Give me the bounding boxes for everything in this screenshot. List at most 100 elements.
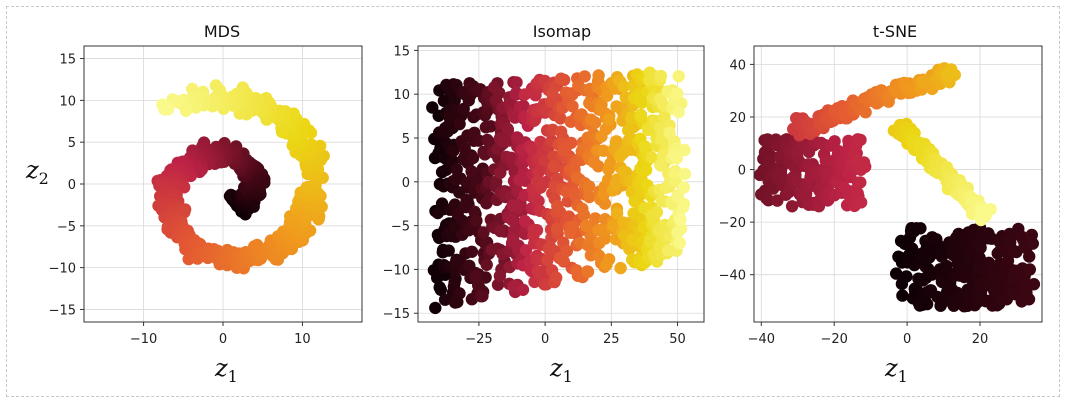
tsne-point	[1022, 250, 1036, 263]
isomap-point	[453, 117, 466, 131]
isomap-point	[550, 271, 563, 284]
isomap-point	[526, 143, 539, 156]
tsne-point	[1023, 263, 1036, 276]
mds-points	[151, 79, 330, 275]
isomap-point	[527, 229, 540, 242]
tsne-point	[1005, 231, 1018, 244]
tsne-point	[896, 289, 909, 302]
tsne-point	[812, 200, 826, 213]
isomap-point	[426, 101, 439, 114]
y-tick-label: −15	[49, 303, 76, 318]
tsne-x-ticks: −40 −20 0 20	[748, 322, 988, 347]
isomap-point	[506, 199, 519, 212]
isomap-point	[589, 212, 602, 225]
isomap-point	[583, 97, 596, 110]
y-tick-label: 10	[393, 88, 410, 103]
tsne-title: t-SNE	[873, 22, 917, 41]
isomap-point	[677, 181, 690, 194]
isomap-point	[550, 222, 564, 235]
mds-panel: MDS −10 0 10 −15 −10 −5 0 5 10 15 z1 z2	[25, 22, 363, 386]
y-tick-label: 40	[729, 58, 746, 73]
tsne-point	[916, 250, 929, 264]
isomap-point	[604, 157, 617, 170]
isomap-point	[434, 283, 447, 296]
isomap-point	[650, 206, 664, 219]
tsne-point	[974, 213, 988, 227]
isomap-point	[609, 177, 623, 191]
y-tick-label: 10	[59, 94, 76, 109]
tsne-point	[785, 200, 799, 213]
isomap-point	[546, 87, 559, 100]
isomap-point	[602, 113, 616, 126]
tsne-point	[974, 241, 987, 254]
tsne-point	[854, 176, 867, 189]
isomap-point	[579, 219, 593, 232]
x-tick-label: 0	[219, 332, 227, 347]
tsne-point	[1001, 254, 1015, 267]
tsne-point	[945, 63, 958, 76]
tsne-point	[926, 231, 939, 244]
isomap-point	[578, 70, 591, 83]
isomap-point	[628, 194, 641, 208]
isomap-point	[654, 159, 668, 172]
y-tick-label: 20	[729, 111, 746, 126]
isomap-point	[517, 99, 530, 113]
tsne-point	[762, 150, 776, 163]
isomap-point	[654, 69, 668, 83]
isomap-point	[674, 213, 687, 226]
isomap-point	[496, 135, 510, 148]
isomap-point	[667, 149, 681, 162]
isomap-point	[589, 116, 602, 129]
isomap-point	[634, 109, 647, 122]
isomap-point	[518, 214, 532, 228]
tsne-point	[936, 245, 949, 258]
y-tick-label: −5	[57, 220, 76, 235]
tsne-point	[852, 134, 865, 147]
isomap-point	[663, 126, 676, 140]
y-tick-label: 5	[68, 136, 76, 151]
isomap-point	[551, 199, 564, 213]
tsne-point	[814, 136, 828, 150]
tsne-point	[760, 192, 773, 205]
isomap-point	[493, 269, 507, 283]
tsne-point	[859, 160, 872, 173]
isomap-point	[465, 245, 479, 258]
x-tick-label: −25	[465, 332, 492, 347]
mds-point	[178, 181, 191, 194]
x-tick-label: 0	[903, 332, 911, 347]
isomap-point	[583, 190, 596, 204]
y-tick-label: 5	[402, 132, 410, 147]
isomap-point	[562, 210, 576, 223]
mds-point	[158, 103, 171, 116]
isomap-title: Isomap	[533, 22, 591, 41]
isomap-point	[673, 236, 686, 250]
isomap-points	[426, 66, 692, 315]
isomap-point	[440, 163, 453, 176]
mds-title: MDS	[204, 22, 240, 41]
isomap-point	[672, 70, 685, 83]
isomap-point	[639, 163, 653, 177]
isomap-point	[547, 160, 560, 173]
isomap-point	[633, 92, 646, 105]
isomap-point	[597, 144, 610, 157]
isomap-point	[516, 283, 530, 296]
tsne-point	[1025, 228, 1039, 242]
y-tick-label: −10	[49, 262, 76, 277]
isomap-point	[554, 72, 568, 85]
isomap-point	[541, 253, 554, 267]
isomap-point	[619, 166, 633, 179]
isomap-point	[617, 80, 630, 93]
mds-y-ticks: −15 −10 −5 0 5 10 15	[49, 53, 84, 318]
isomap-point	[600, 89, 614, 103]
isomap-point	[554, 112, 567, 125]
isomap-point	[622, 124, 635, 137]
isomap-point	[598, 197, 612, 210]
isomap-point	[610, 207, 624, 220]
tsne-point	[854, 196, 868, 209]
isomap-point	[536, 177, 549, 190]
isomap-point	[671, 87, 684, 100]
tsne-point	[828, 135, 841, 148]
isomap-x-label: z1	[549, 354, 573, 386]
tsne-y-ticks: −40 −20 0 20 40	[719, 58, 754, 284]
